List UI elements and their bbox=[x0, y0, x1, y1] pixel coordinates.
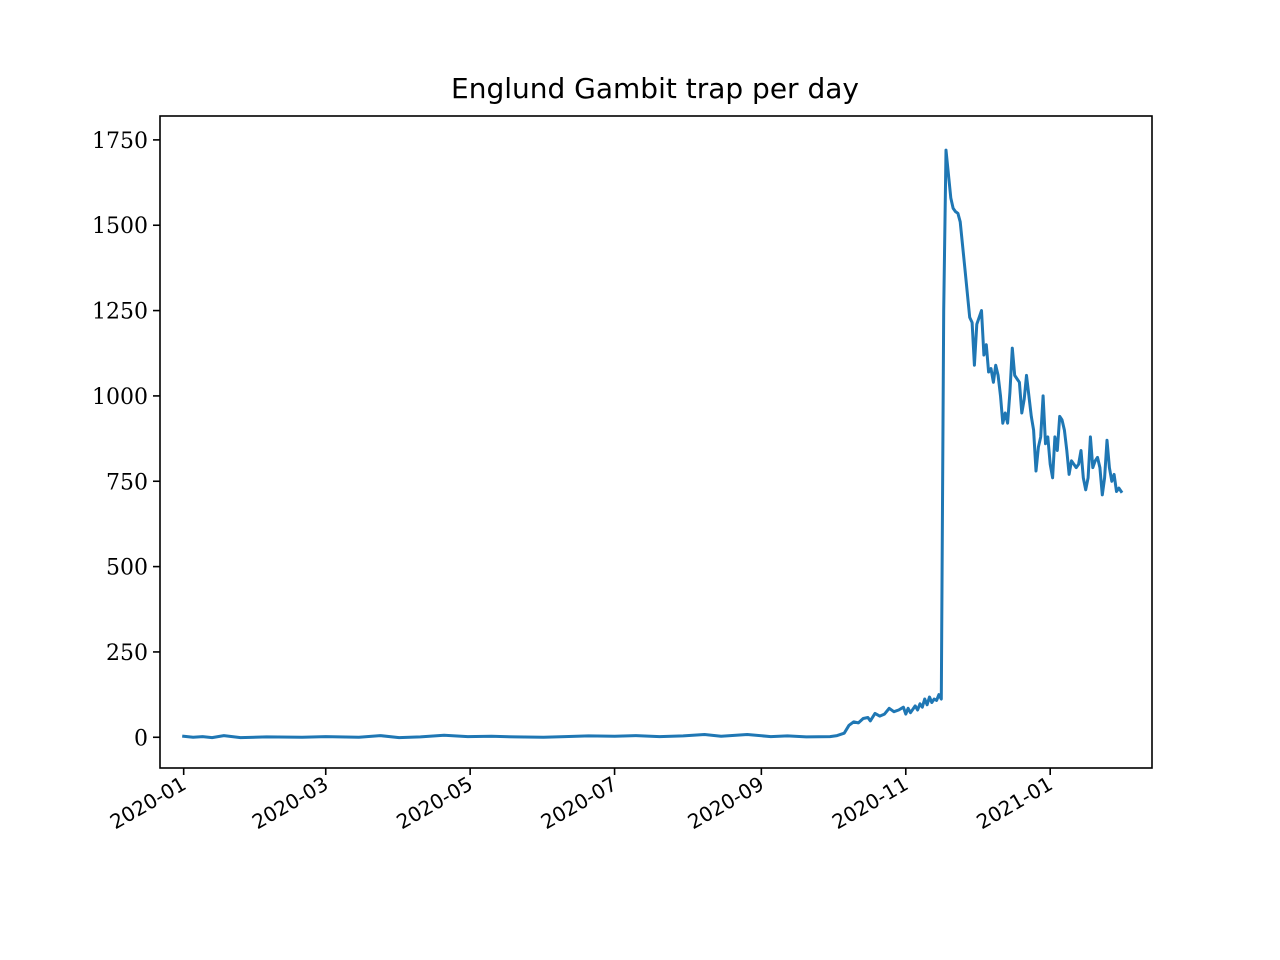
axes-frame bbox=[159, 115, 1153, 769]
y-tick-label: 1250 bbox=[92, 300, 148, 325]
y-tick-label: 500 bbox=[106, 556, 148, 581]
y-tick-label: 1000 bbox=[92, 385, 148, 410]
series-layer bbox=[182, 148, 1124, 740]
y-tick-label: 1750 bbox=[92, 129, 148, 154]
series-line bbox=[182, 148, 1124, 740]
y-tick-label: 250 bbox=[106, 641, 148, 666]
y-tick-label: 750 bbox=[106, 470, 148, 495]
y-axis: 0 250 500 750 1000 1250 1500 1750 bbox=[92, 129, 160, 751]
chart-title: Englund Gambit trap per day bbox=[451, 72, 859, 105]
y-tick-label: 0 bbox=[134, 726, 148, 751]
y-tick-label: 1500 bbox=[92, 214, 148, 239]
